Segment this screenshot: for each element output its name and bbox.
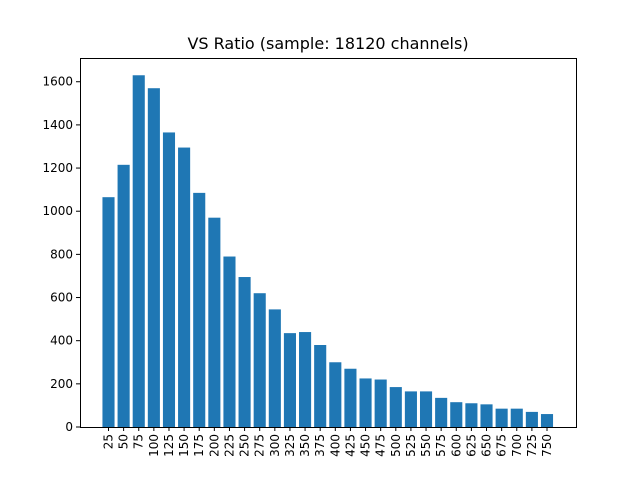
y-tick-label: 800 <box>50 247 73 261</box>
x-tick-label: 300 <box>268 434 282 457</box>
x-tick-label: 425 <box>343 434 357 457</box>
x-tick-label: 50 <box>117 434 131 449</box>
y-tick-label: 200 <box>50 377 73 391</box>
x-tick-label: 450 <box>359 434 373 457</box>
x-tick-label: 575 <box>434 434 448 457</box>
bar <box>162 132 176 427</box>
x-tick-label: 675 <box>495 434 509 457</box>
x-tick-label: 175 <box>192 434 206 457</box>
chart-title: VS Ratio (sample: 18120 channels) <box>187 34 468 53</box>
x-tick-label: 550 <box>419 434 433 457</box>
bar <box>223 256 236 427</box>
bar <box>178 147 191 428</box>
y-tick-label: 1400 <box>42 118 73 132</box>
x-tick-label: 150 <box>177 434 191 457</box>
bar <box>435 397 448 427</box>
y-tick-label: 1000 <box>42 204 73 218</box>
y-axis: 0 200 400 600 800 1000 1200 1400 1600 <box>42 75 80 434</box>
x-tick-label: 375 <box>313 434 327 457</box>
x-tick-label: 275 <box>253 434 267 457</box>
x-tick-label: 600 <box>449 434 463 457</box>
bar <box>359 378 372 427</box>
x-tick-label: 725 <box>525 434 539 457</box>
bar <box>283 333 296 427</box>
bar <box>344 368 357 427</box>
bar <box>404 391 417 427</box>
x-tick-label: 625 <box>464 434 478 457</box>
bar <box>253 293 266 427</box>
plot-frame <box>80 58 577 428</box>
bar <box>419 391 433 427</box>
bar <box>268 309 281 427</box>
bar <box>314 345 327 427</box>
y-tick-label: 600 <box>50 291 73 305</box>
x-tick-label: 475 <box>374 434 388 457</box>
bar <box>510 408 523 427</box>
x-tick-label: 100 <box>147 434 161 457</box>
x-tick-label: 125 <box>162 434 176 457</box>
y-tick-label: 0 <box>65 420 73 434</box>
bar <box>329 362 342 427</box>
bar <box>102 197 115 427</box>
y-tick-label: 1200 <box>42 161 73 175</box>
bar <box>208 217 221 427</box>
x-tick-label: 325 <box>283 434 297 457</box>
x-axis: 25 50 75 100 125 150 175 200 225 250 275 300 325 350 3… <box>102 427 554 457</box>
bar <box>147 88 160 428</box>
x-tick-label: 75 <box>132 434 146 449</box>
bar <box>193 192 206 427</box>
bar <box>495 408 508 427</box>
x-tick-label: 750 <box>540 434 554 457</box>
bar <box>374 379 387 427</box>
bar <box>238 277 251 427</box>
x-tick-label: 200 <box>207 434 221 457</box>
bar <box>132 75 145 428</box>
bar <box>525 411 538 427</box>
bar <box>299 332 312 427</box>
x-tick-label: 250 <box>238 434 252 457</box>
x-tick-label: 525 <box>404 434 418 457</box>
bars-group <box>102 75 554 428</box>
bar <box>117 164 130 427</box>
x-tick-label: 400 <box>328 434 342 457</box>
bar <box>465 403 478 427</box>
bar <box>540 414 554 427</box>
bar <box>450 402 463 427</box>
x-tick-label: 350 <box>298 434 312 457</box>
x-tick-label: 225 <box>222 434 236 457</box>
x-tick-label: 500 <box>389 434 403 457</box>
bar <box>480 404 493 427</box>
y-tick-label: 400 <box>50 334 73 348</box>
x-tick-label: 650 <box>480 434 494 457</box>
y-tick-label: 1600 <box>42 75 73 89</box>
x-tick-label: 25 <box>102 434 116 449</box>
bar <box>389 387 402 427</box>
x-tick-label: 700 <box>510 434 524 457</box>
